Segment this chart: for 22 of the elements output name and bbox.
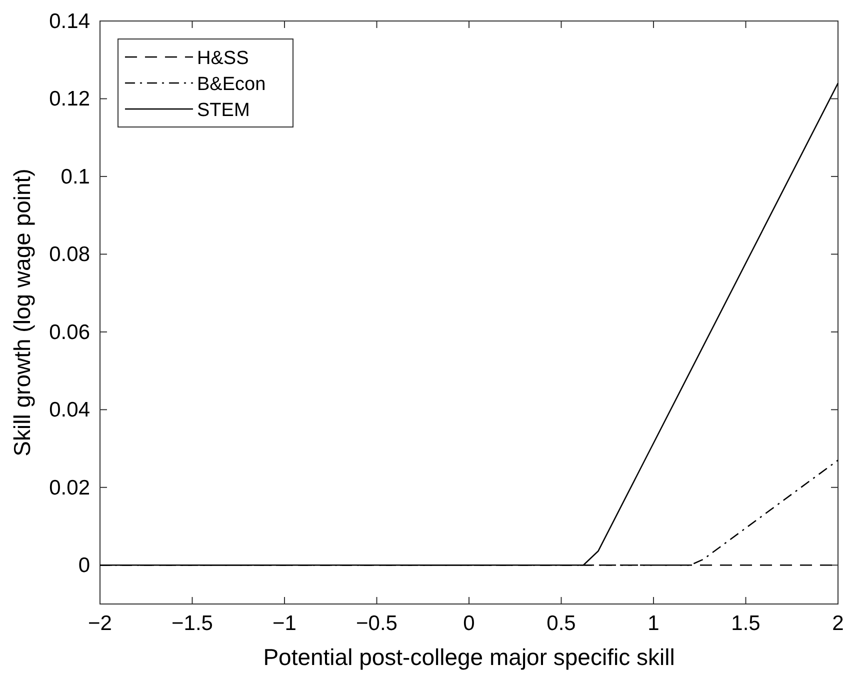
- x-tick-label: 1.5: [731, 612, 760, 635]
- legend-label: H&SS: [197, 48, 249, 69]
- y-tick-label: 0.14: [49, 10, 90, 33]
- y-tick-label: 0.08: [49, 243, 90, 266]
- x-tick-label: −1.5: [172, 612, 213, 635]
- y-tick-label: 0.04: [49, 398, 90, 422]
- y-axis-title: Skill growth (log wage point): [9, 168, 35, 456]
- x-tick-label: −0.5: [356, 612, 398, 635]
- y-tick-label: 0.06: [49, 320, 90, 344]
- y-tick-label: 0.02: [49, 476, 90, 500]
- y-tick-label: 0.1: [60, 165, 90, 188]
- y-tick-label: 0.12: [49, 88, 90, 111]
- legend-label: B&Econ: [197, 74, 266, 95]
- x-tick-label: 2: [832, 612, 843, 635]
- x-tick-label: −1: [272, 612, 296, 635]
- x-axis-title: Potential post-college major specific skill: [263, 644, 675, 670]
- y-tick-label: 0: [78, 554, 90, 578]
- x-tick-label: 0.5: [546, 612, 576, 635]
- x-tick-label: −2: [88, 612, 112, 635]
- legend-label: STEM: [197, 100, 250, 121]
- x-tick-label: 1: [648, 612, 660, 635]
- x-tick-label: 0: [463, 612, 475, 635]
